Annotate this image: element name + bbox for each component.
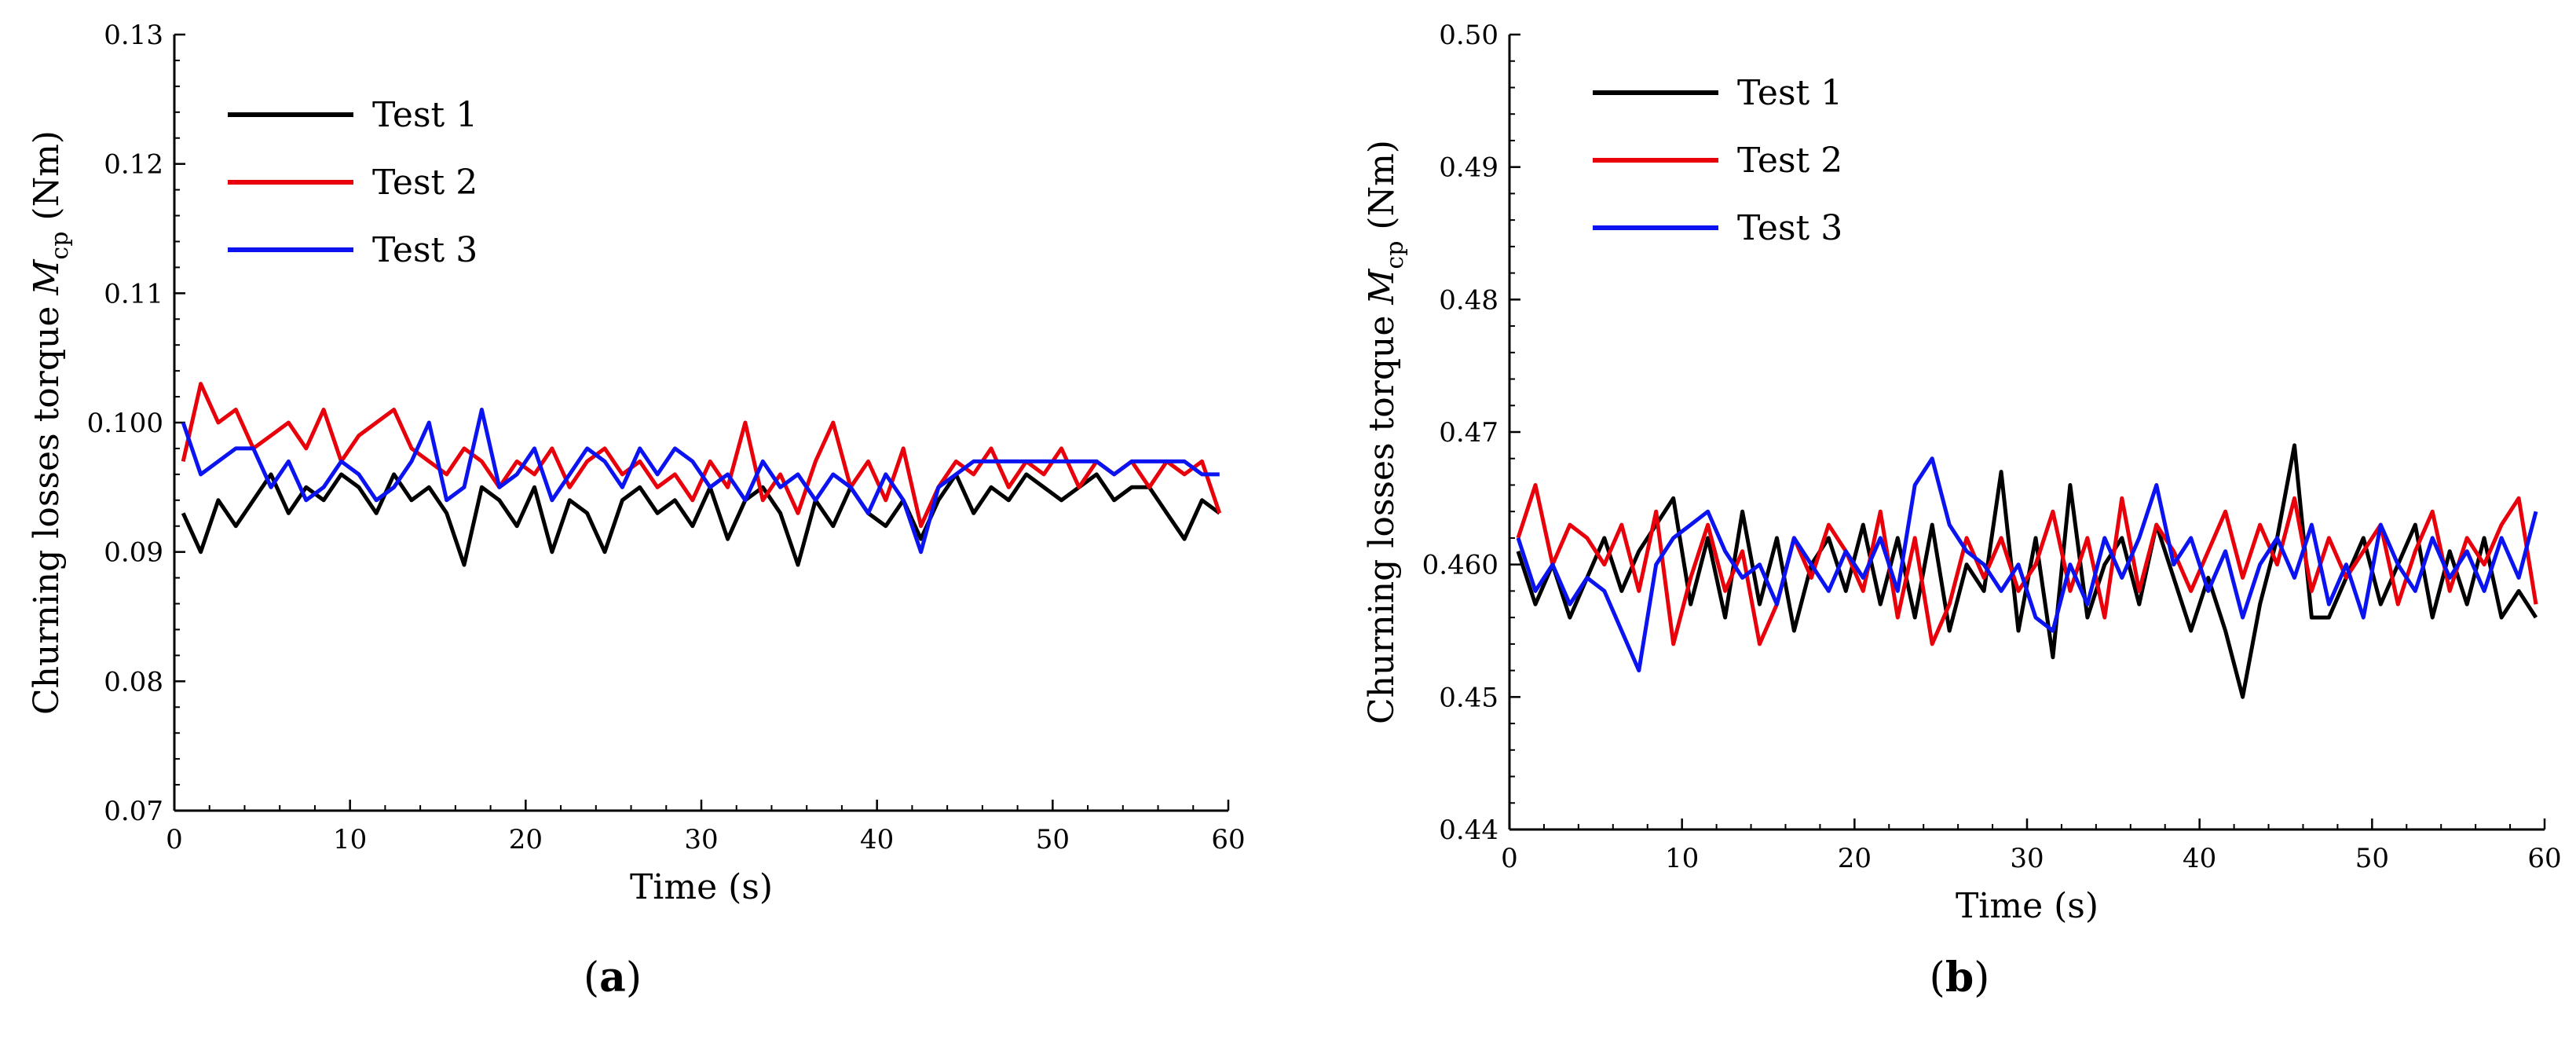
- series-line-test-3: [1516, 456, 2538, 673]
- y-axis-label-unit: (Nm): [1362, 140, 1402, 241]
- y-tick-label: 0.12: [104, 149, 163, 181]
- x-tick-label: 10: [333, 824, 367, 855]
- y-axis-label-unit: (Nm): [27, 130, 67, 232]
- y-tick-label: 0.47: [1439, 417, 1498, 449]
- x-tick-label: 30: [684, 824, 718, 855]
- series-line-test-1: [181, 472, 1221, 567]
- x-axis-label: Time (s): [1956, 886, 2098, 926]
- y-tick-label: 0.09: [104, 537, 163, 569]
- legend-label: Test 2: [1737, 141, 1842, 181]
- panel-label-letter: b: [1945, 954, 1974, 1002]
- panel-label: (b): [1930, 954, 1990, 1002]
- y-axis-label-symbol: M: [27, 259, 67, 296]
- y-axis-label-subscript: cp: [46, 232, 74, 260]
- panel-label-close: ): [1974, 954, 1989, 1002]
- y-tick-label: 0.13: [104, 20, 163, 51]
- panel-label-open: (: [584, 954, 599, 1002]
- panel-label-close: ): [626, 954, 642, 1002]
- x-tick-label: 0: [166, 824, 183, 855]
- y-tick-label: 0.460: [1422, 550, 1498, 581]
- x-tick-label: 20: [1838, 843, 1872, 874]
- x-tick-label: 60: [2527, 843, 2561, 874]
- panel-label: (a): [584, 954, 642, 1002]
- y-tick-label: 0.50: [1439, 20, 1498, 51]
- legend-label: Test 1: [1737, 73, 1842, 113]
- y-axis-label-subscript: cp: [1381, 241, 1409, 269]
- x-tick-label: 50: [1036, 824, 1070, 855]
- y-tick-label: 0.49: [1439, 152, 1498, 184]
- legend-label: Test 1: [372, 95, 478, 135]
- y-tick-label: 0.100: [87, 408, 163, 439]
- x-tick-label: 50: [2355, 843, 2389, 874]
- y-axis-label-text: Churning losses torque: [27, 295, 67, 715]
- series-line-test-3: [181, 408, 1220, 555]
- y-tick-label: 0.48: [1439, 284, 1498, 316]
- series-line-test-2: [1516, 483, 2538, 646]
- y-tick-label: 0.11: [104, 278, 163, 309]
- chart-b: 0.44 0.45 0.460 0.47 0.48 0.49 0.50 0 10 20 30 40 50…: [1362, 20, 2562, 1002]
- chart-a: 0.07 0.08 0.09 0.100 0.11 0.12 0.13 0 10 20 30 40 50…: [27, 20, 1246, 1002]
- y-axis-label: Churning losses torque Mcp (Nm): [27, 130, 74, 715]
- y-tick-label: 0.08: [104, 666, 163, 698]
- series-line-test-1: [1516, 443, 2538, 699]
- x-axis-label: Time (s): [630, 867, 773, 907]
- x-tick-label: 10: [1665, 843, 1699, 874]
- x-tick-label: 60: [1211, 824, 1245, 855]
- y-axis-label-text: Churning losses torque: [1362, 305, 1402, 724]
- y-tick-label: 0.07: [104, 796, 163, 827]
- x-tick-label: 40: [2183, 843, 2216, 874]
- x-tick-label: 40: [860, 824, 894, 855]
- x-tick-label: 20: [509, 824, 543, 855]
- y-axis-label-symbol: M: [1362, 269, 1402, 306]
- y-tick-label: 0.44: [1439, 815, 1498, 846]
- y-axis-label: Churning losses torque Mcp (Nm): [1362, 140, 1409, 724]
- series-line-test-2: [181, 382, 1222, 529]
- legend-label: Test 2: [372, 163, 478, 203]
- panel-label-letter: a: [599, 954, 626, 1002]
- panel-label-open: (: [1930, 954, 1945, 1002]
- legend-label: Test 3: [1737, 208, 1842, 248]
- x-tick-label: 30: [2010, 843, 2044, 874]
- x-tick-label: 0: [1501, 843, 1518, 874]
- y-tick-label: 0.45: [1439, 682, 1498, 713]
- legend-label: Test 3: [372, 230, 478, 270]
